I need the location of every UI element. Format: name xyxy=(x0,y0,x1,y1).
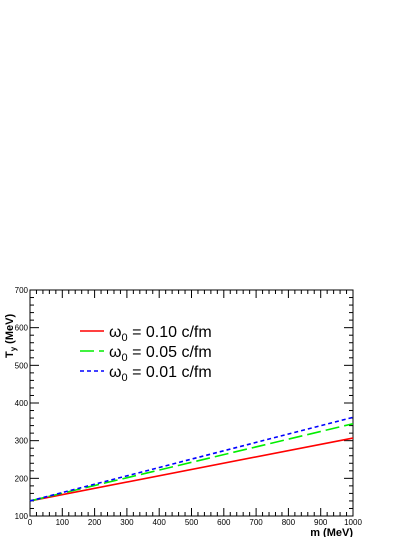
series-line-1 xyxy=(29,437,354,502)
legend-label-value: = 0.10 c/fm xyxy=(128,324,212,341)
x-tick-label: 0 xyxy=(28,518,33,527)
y-tick-label: 600 xyxy=(15,324,29,333)
series-lines xyxy=(29,416,354,502)
x-tick-label: 500 xyxy=(185,518,199,527)
y-tick-label: 200 xyxy=(15,474,29,483)
x-tick-label: 900 xyxy=(314,518,328,527)
y-tick-label: 500 xyxy=(15,361,29,370)
y-tick-label: 700 xyxy=(15,286,29,295)
y-axis-title-unit: (MeV) xyxy=(4,314,16,344)
legend-label-3: ω0 = 0.01 c/fm xyxy=(109,364,212,384)
y-axis-ticks: 100 200 300 400 500 600 700 xyxy=(15,286,353,521)
legend-label-symbol: ω xyxy=(109,324,122,341)
x-tick-label: 400 xyxy=(153,518,167,527)
x-tick-label: 300 xyxy=(120,518,134,527)
legend-label-symbol: ω xyxy=(109,364,122,381)
x-tick-label: 100 xyxy=(56,518,70,527)
y-axis-title-main: T xyxy=(4,351,16,358)
y-tick-label: 100 xyxy=(15,512,29,521)
legend-label-1: ω0 = 0.10 c/fm xyxy=(109,324,212,344)
x-tick-label: 700 xyxy=(249,518,263,527)
legend-label-subscript: 0 xyxy=(122,352,128,364)
svg-text:Ty(MeV): Ty (MeV) xyxy=(4,314,18,358)
x-axis-ticks: 0 100 200 300 400 500 600 700 800 900 1000 xyxy=(28,290,362,527)
legend-label-2: ω0 = 0.05 c/fm xyxy=(109,344,212,364)
y-tick-label: 300 xyxy=(15,437,29,446)
x-axis-title: m (MeV) xyxy=(310,527,353,537)
x-tick-label: 800 xyxy=(282,518,296,527)
x-tick-label: 200 xyxy=(88,518,102,527)
x-tick-label: 1000 xyxy=(344,518,362,527)
y-tick-label: 400 xyxy=(15,399,29,408)
y-axis-title: Ty (MeV) xyxy=(4,314,18,358)
y-axis-title-sub: y xyxy=(9,346,18,351)
legend-label-value: = 0.05 c/fm xyxy=(128,344,212,361)
legend-label-subscript: 0 xyxy=(122,332,128,344)
series-line-2 xyxy=(29,422,354,502)
legend-label-symbol: ω xyxy=(109,344,122,361)
legend-label-value: = 0.01 c/fm xyxy=(128,364,212,381)
x-tick-label: 600 xyxy=(217,518,231,527)
legend-label-subscript: 0 xyxy=(122,372,128,384)
